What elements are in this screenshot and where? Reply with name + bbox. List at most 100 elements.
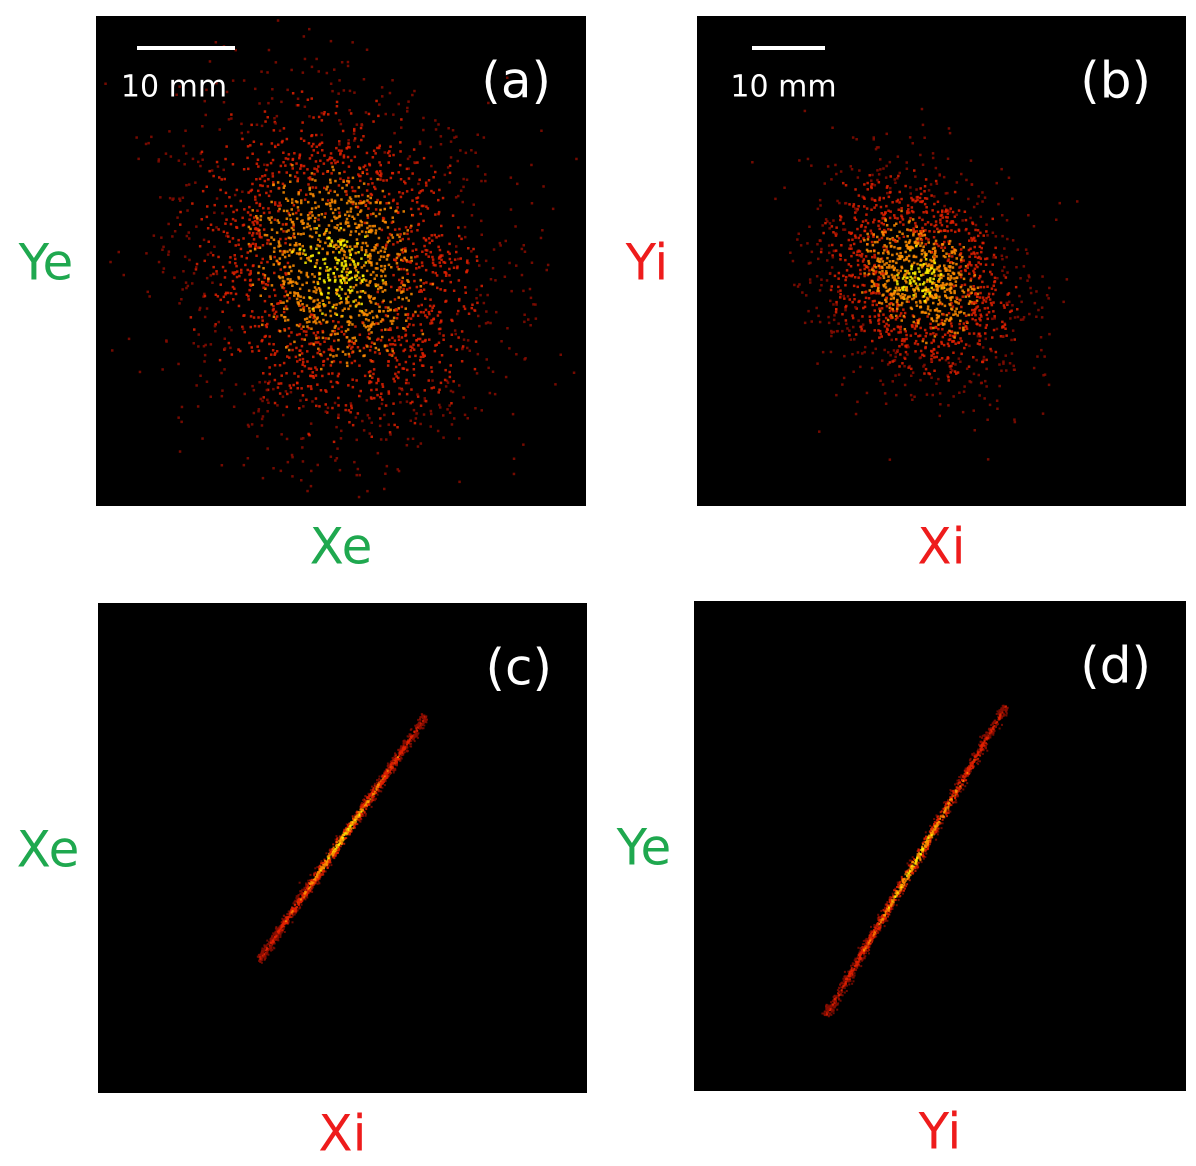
- speckle: [514, 225, 517, 228]
- speckle: [171, 235, 174, 238]
- speckle: [370, 397, 373, 400]
- speckle: [430, 412, 433, 416]
- speckle: [886, 256, 889, 260]
- speckle: [474, 151, 477, 154]
- speckle: [297, 294, 300, 298]
- speckle: [319, 240, 322, 243]
- speckle: [160, 236, 163, 239]
- speckle: [206, 227, 210, 230]
- speckle: [416, 196, 420, 199]
- speckle: [932, 319, 935, 323]
- speckle: [309, 254, 313, 258]
- speckle: [415, 412, 418, 415]
- speckle: [379, 320, 383, 323]
- speckle: [365, 269, 369, 273]
- speckle: [310, 342, 313, 345]
- speckle: [165, 339, 168, 342]
- speckle: [920, 252, 924, 256]
- speckle: [439, 264, 442, 268]
- speckle: [302, 139, 306, 142]
- speckle: [340, 288, 344, 291]
- speckle: [367, 207, 370, 210]
- speckle: [320, 354, 323, 357]
- speckle: [818, 430, 821, 433]
- speckle: [258, 246, 262, 249]
- speckle: [363, 374, 367, 378]
- speckle: [911, 199, 914, 202]
- speckle: [868, 319, 872, 322]
- speckle: [283, 280, 286, 283]
- speckle: [951, 296, 954, 299]
- speckle: [884, 218, 887, 221]
- speckle: [939, 269, 942, 273]
- speckle: [109, 260, 112, 264]
- speckle: [515, 264, 518, 267]
- speckle: [277, 275, 281, 278]
- speckle: [1001, 257, 1004, 261]
- speckle: [422, 219, 425, 223]
- speckle: [340, 325, 343, 329]
- speckle: [458, 384, 461, 387]
- speckle: [924, 335, 927, 338]
- speckle: [849, 265, 853, 268]
- speckle: [828, 222, 832, 225]
- speckle: [852, 203, 856, 206]
- speckle: [398, 392, 401, 396]
- speckle: [448, 171, 452, 175]
- speckle: [830, 266, 834, 269]
- speckle: [931, 209, 934, 212]
- speckle: [354, 325, 357, 328]
- speckle: [831, 243, 834, 247]
- speckle: [122, 273, 125, 277]
- speckle: [375, 381, 378, 385]
- speckle: [832, 330, 835, 334]
- speckle: [374, 346, 378, 350]
- speckle: [881, 217, 884, 220]
- speckle: [835, 300, 838, 304]
- speckle: [946, 269, 949, 272]
- speckle: [927, 312, 931, 316]
- speckle: [370, 341, 374, 344]
- speckle: [893, 278, 896, 282]
- speckle: [1032, 225, 1036, 228]
- speckle: [315, 231, 318, 234]
- speckle: [348, 109, 351, 112]
- speckle: [948, 334, 952, 337]
- speckle: [1028, 275, 1031, 279]
- speckle: [278, 201, 281, 205]
- speckle: [933, 296, 936, 299]
- speckle: [936, 287, 939, 290]
- speckle: [401, 297, 404, 301]
- speckle: [350, 186, 354, 189]
- speckle: [466, 259, 469, 262]
- speckle: [431, 258, 435, 261]
- speckle: [902, 288, 905, 292]
- speckle: [302, 35, 306, 38]
- speckle: [913, 290, 916, 293]
- speckle: [392, 412, 395, 415]
- speckle: [873, 218, 876, 221]
- speckle: [899, 220, 902, 224]
- speckle: [888, 333, 891, 336]
- speckle: [982, 234, 985, 237]
- speckle: [887, 252, 890, 255]
- speckle: [318, 277, 321, 280]
- speckle: [958, 299, 961, 302]
- speckle: [407, 177, 411, 180]
- speckle: [937, 279, 940, 283]
- speckle: [313, 172, 316, 176]
- speckle: [270, 236, 273, 239]
- speckle: [922, 365, 925, 368]
- speckle: [908, 247, 911, 250]
- speckle: [857, 300, 860, 304]
- speckle: [270, 284, 274, 287]
- speckle: [1016, 248, 1020, 251]
- speckle: [1027, 274, 1030, 277]
- speckle: [974, 301, 978, 304]
- image-frame: [697, 16, 1186, 506]
- speckle: [864, 345, 867, 349]
- speckle: [317, 205, 320, 208]
- speckle: [1033, 301, 1037, 305]
- speckle: [326, 159, 329, 162]
- speckle: [330, 172, 333, 175]
